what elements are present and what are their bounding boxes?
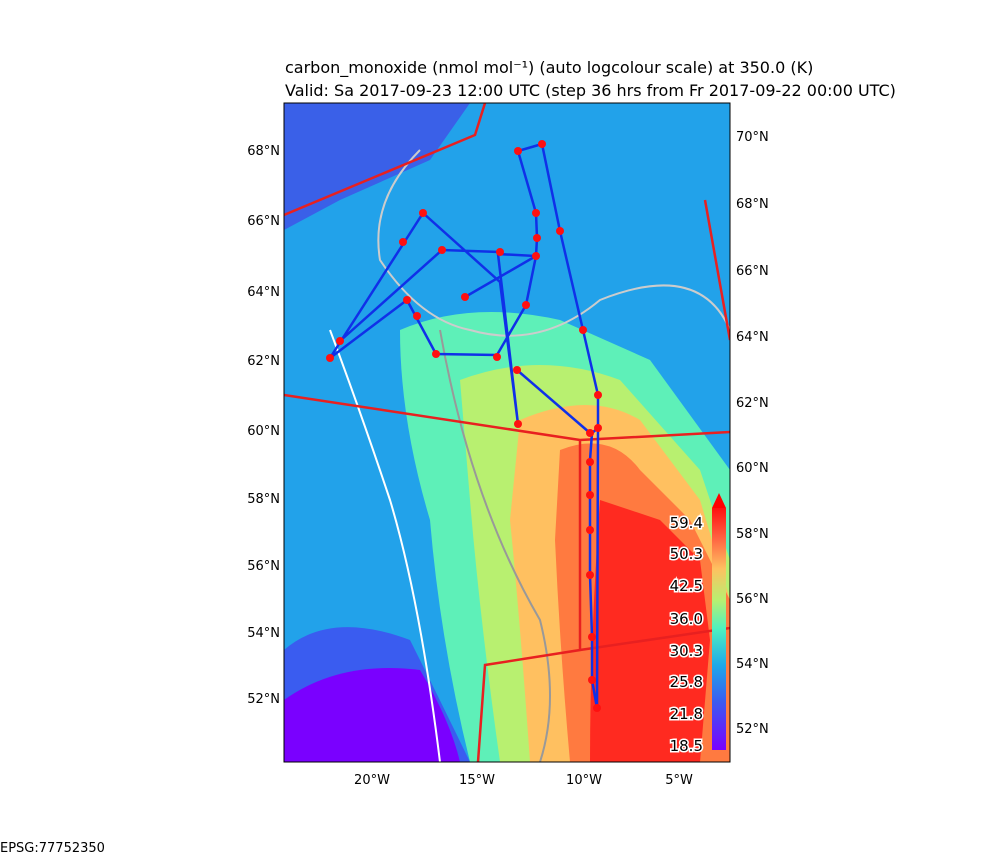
colorbar-labels: 59.4 50.3 42.5 36.0 30.3 25.8 21.8 18.5 bbox=[668, 513, 704, 757]
colorbar-label: 36.0 bbox=[670, 610, 703, 628]
lat-label: 58°N bbox=[247, 492, 280, 507]
lon-label: 10°W bbox=[566, 773, 602, 788]
colorbar-label: 50.3 bbox=[670, 545, 703, 563]
colorbar-label: 21.8 bbox=[670, 705, 703, 723]
lat-label: 62°N bbox=[736, 396, 769, 411]
right-lat-labels: 70°N 68°N 66°N 64°N 62°N 60°N 58°N 56°N … bbox=[736, 130, 769, 737]
colorbar-label: 42.5 bbox=[670, 577, 703, 595]
lat-label: 54°N bbox=[736, 657, 769, 672]
colorbar-label: 25.8 bbox=[670, 673, 703, 691]
lat-label: 64°N bbox=[247, 285, 280, 300]
lon-label: 20°W bbox=[354, 773, 390, 788]
lat-label: 68°N bbox=[736, 197, 769, 212]
lat-label: 52°N bbox=[247, 692, 280, 707]
colorbar-label: 18.5 bbox=[670, 737, 703, 755]
lat-label: 56°N bbox=[247, 559, 280, 574]
lat-label: 56°N bbox=[736, 592, 769, 607]
colorbar bbox=[712, 508, 726, 750]
lat-label: 60°N bbox=[736, 461, 769, 476]
lon-labels: 20°W 15°W 10°W 5°W bbox=[354, 773, 693, 788]
lat-label: 54°N bbox=[247, 626, 280, 641]
lat-label: 60°N bbox=[247, 424, 280, 439]
colorbar-label: 30.3 bbox=[670, 642, 703, 660]
lon-label: 5°W bbox=[665, 773, 693, 788]
lat-label: 66°N bbox=[736, 264, 769, 279]
map-field bbox=[284, 103, 730, 762]
lat-label: 70°N bbox=[736, 130, 769, 145]
left-lat-labels: 68°N 66°N 64°N 62°N 60°N 58°N 56°N 54°N … bbox=[247, 144, 280, 707]
subtitle: Valid: Sa 2017-09-23 12:00 UTC (step 36 … bbox=[285, 81, 896, 100]
lat-label: 64°N bbox=[736, 330, 769, 345]
title: carbon_monoxide (nmol mol⁻¹) (auto logco… bbox=[285, 58, 813, 78]
projection-label: EPSG:77752350 bbox=[0, 841, 105, 856]
lat-label: 58°N bbox=[736, 527, 769, 542]
lon-label: 15°W bbox=[459, 773, 495, 788]
lat-label: 68°N bbox=[247, 144, 280, 159]
map-frame bbox=[283, 102, 731, 763]
colorbar-label: 59.4 bbox=[670, 514, 703, 532]
lat-label: 66°N bbox=[247, 214, 280, 229]
lat-label: 62°N bbox=[247, 354, 280, 369]
lat-label: 52°N bbox=[736, 722, 769, 737]
